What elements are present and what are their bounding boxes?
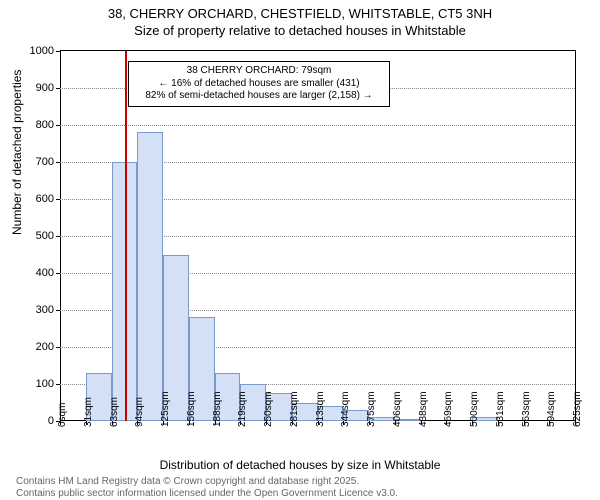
ytick-label: 600 xyxy=(36,193,54,205)
ytick-mark xyxy=(56,125,60,126)
xtick-label: 219sqm xyxy=(237,391,248,427)
x-axis-label: Distribution of detached houses by size … xyxy=(0,458,600,472)
annotation-line-1: 38 CHERRY ORCHARD: 79sqm xyxy=(135,65,383,78)
ytick-label: 900 xyxy=(36,82,54,94)
xtick-label: 469sqm xyxy=(443,391,454,427)
xtick-label: 31sqm xyxy=(83,397,94,427)
xtick-label: 156sqm xyxy=(186,391,197,427)
annotation-line-2: ← 16% of detached houses are smaller (43… xyxy=(135,78,383,91)
xtick-label: 94sqm xyxy=(134,397,145,427)
ytick-label: 500 xyxy=(36,230,54,242)
histogram-bar xyxy=(137,132,163,421)
title-line-2: Size of property relative to detached ho… xyxy=(0,23,600,38)
xtick-label: 188sqm xyxy=(212,391,223,427)
xtick-label: 531sqm xyxy=(495,391,506,427)
annotation-line-3: 82% of semi-detached houses are larger (… xyxy=(135,90,383,103)
ytick-mark xyxy=(56,310,60,311)
ytick-mark xyxy=(56,236,60,237)
xtick-label: 313sqm xyxy=(315,391,326,427)
ytick-mark xyxy=(56,199,60,200)
xtick-label: 344sqm xyxy=(340,391,351,427)
xtick-label: 594sqm xyxy=(546,391,557,427)
xtick-label: 0sqm xyxy=(57,403,68,427)
annotation-box: 38 CHERRY ORCHARD: 79sqm← 16% of detache… xyxy=(128,61,390,107)
chart-title: 38, CHERRY ORCHARD, CHESTFIELD, WHITSTAB… xyxy=(0,6,600,38)
title-line-1: 38, CHERRY ORCHARD, CHESTFIELD, WHITSTAB… xyxy=(0,6,600,21)
ytick-label: 200 xyxy=(36,341,54,353)
y-axis-label: Number of detached properties xyxy=(10,70,24,235)
xtick-label: 438sqm xyxy=(418,391,429,427)
ytick-mark xyxy=(56,51,60,52)
xtick-label: 125sqm xyxy=(160,391,171,427)
gridline-h xyxy=(60,125,575,126)
ytick-mark xyxy=(56,384,60,385)
xtick-label: 281sqm xyxy=(289,391,300,427)
xtick-label: 406sqm xyxy=(392,391,403,427)
ytick-label: 1000 xyxy=(30,45,54,57)
footer-line-2: Contains public sector information licen… xyxy=(16,488,398,499)
xtick-label: 250sqm xyxy=(263,391,274,427)
xtick-label: 375sqm xyxy=(366,391,377,427)
plot-area: 010020030040050060070080090010000sqm31sq… xyxy=(60,50,576,421)
ytick-mark xyxy=(56,88,60,89)
xtick-label: 625sqm xyxy=(572,391,583,427)
xtick-label: 63sqm xyxy=(109,397,120,427)
ytick-mark xyxy=(56,347,60,348)
ytick-mark xyxy=(56,273,60,274)
ytick-label: 0 xyxy=(48,415,54,427)
reference-line xyxy=(125,51,127,421)
ytick-label: 300 xyxy=(36,304,54,316)
xtick-label: 563sqm xyxy=(521,391,532,427)
ytick-label: 400 xyxy=(36,267,54,279)
ytick-mark xyxy=(56,162,60,163)
ytick-label: 100 xyxy=(36,378,54,390)
property-size-histogram: 38, CHERRY ORCHARD, CHESTFIELD, WHITSTAB… xyxy=(0,0,600,500)
ytick-label: 700 xyxy=(36,156,54,168)
xtick-label: 500sqm xyxy=(469,391,480,427)
footer-line-1: Contains HM Land Registry data © Crown c… xyxy=(16,476,359,487)
ytick-label: 800 xyxy=(36,119,54,131)
